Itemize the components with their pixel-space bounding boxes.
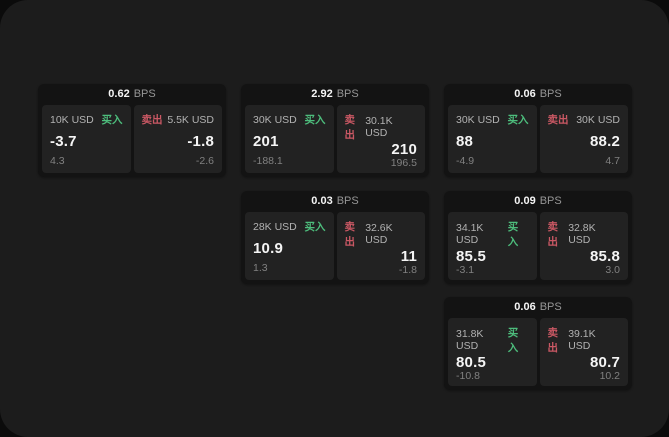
sell-quote-tile[interactable]: 卖出 39.1K USD 80.7 10.2 bbox=[539, 318, 628, 386]
quote-card: 0.03 BPS 28K USD 买入 10.9 1.3 卖出 32.6K US… bbox=[241, 191, 429, 284]
buy-side-badge: 买入 bbox=[304, 221, 326, 233]
spread-value: 0.03 bbox=[311, 195, 333, 207]
spread-unit: BPS bbox=[539, 195, 562, 207]
spread-unit: BPS bbox=[336, 88, 359, 100]
card-header: 0.06 BPS bbox=[448, 84, 628, 105]
buy-quote-tile[interactable]: 30K USD 买入 201 -188.1 bbox=[245, 105, 334, 173]
card-header: 0.03 BPS bbox=[245, 191, 425, 212]
spread-value: 0.62 bbox=[108, 88, 130, 100]
card-header: 0.62 BPS bbox=[42, 84, 222, 105]
spread-value: 0.06 bbox=[514, 88, 536, 100]
buy-quote-tile[interactable]: 31.8K USD 买入 80.5 -10.8 bbox=[448, 318, 537, 386]
sell-change: 10.2 bbox=[599, 370, 620, 382]
sell-side-badge: 卖出 bbox=[547, 327, 559, 354]
sell-amount: 5.5K USD bbox=[167, 113, 214, 126]
buy-price: 10.9 bbox=[253, 239, 283, 257]
buy-change: 1.3 bbox=[253, 262, 268, 274]
sell-quote-tile[interactable]: 卖出 5.5K USD -1.8 -2.6 bbox=[133, 105, 222, 173]
buy-quote-tile[interactable]: 10K USD 买入 -3.7 4.3 bbox=[42, 105, 131, 173]
buy-quote-tile[interactable]: 30K USD 买入 88 -4.9 bbox=[448, 105, 537, 173]
buy-amount: 28K USD bbox=[253, 220, 297, 233]
spread-unit: BPS bbox=[539, 88, 562, 100]
sell-change: 3.0 bbox=[605, 264, 620, 276]
buy-amount: 31.8K USD bbox=[456, 328, 484, 352]
buy-side-badge: 买入 bbox=[507, 221, 519, 248]
buy-quote-tile[interactable]: 34.1K USD 买入 85.5 -3.1 bbox=[448, 212, 537, 280]
buy-amount: 34.1K USD bbox=[456, 222, 484, 246]
quote-card: 0.62 BPS 10K USD 买入 -3.7 4.3 卖出 5.5K USD… bbox=[38, 84, 226, 177]
buy-amount: 10K USD bbox=[50, 113, 94, 126]
sell-side-badge: 卖出 bbox=[344, 114, 356, 141]
buy-change: -10.8 bbox=[456, 370, 480, 382]
sell-price: 85.8 bbox=[590, 248, 620, 265]
buy-change: -3.1 bbox=[456, 264, 475, 276]
spread-value: 0.09 bbox=[514, 195, 536, 207]
sell-price: 210 bbox=[391, 141, 417, 158]
sell-amount: 39.1K USD bbox=[568, 328, 596, 352]
spread-unit: BPS bbox=[133, 88, 156, 100]
sell-price: 11 bbox=[400, 248, 417, 265]
buy-price: 80.5 bbox=[456, 354, 486, 371]
sell-quote-tile[interactable]: 卖出 32.8K USD 85.8 3.0 bbox=[539, 212, 628, 280]
spread-value: 2.92 bbox=[311, 88, 333, 100]
buy-price: -3.7 bbox=[50, 132, 77, 150]
sell-side-badge: 卖出 bbox=[547, 221, 559, 248]
buy-change: -4.9 bbox=[456, 155, 475, 167]
sell-quote-tile[interactable]: 卖出 32.6K USD 11 -1.8 bbox=[336, 212, 425, 280]
buy-price: 201 bbox=[253, 132, 279, 150]
buy-price: 85.5 bbox=[456, 248, 486, 265]
sell-side-badge: 卖出 bbox=[344, 221, 356, 248]
sell-quote-tile[interactable]: 卖出 30K USD 88.2 4.7 bbox=[539, 105, 628, 173]
sell-change: 4.7 bbox=[605, 155, 620, 167]
buy-amount: 30K USD bbox=[456, 113, 500, 126]
sell-change: -1.8 bbox=[398, 264, 417, 276]
sell-quote-tile[interactable]: 卖出 30.1K USD 210 196.5 bbox=[336, 105, 425, 173]
quote-card: 0.06 BPS 30K USD 买入 88 -4.9 卖出 30K USD 8… bbox=[444, 84, 632, 177]
sell-price: -1.8 bbox=[187, 132, 214, 150]
sell-change: 196.5 bbox=[390, 157, 417, 169]
sell-side-badge: 卖出 bbox=[141, 114, 163, 126]
card-header: 2.92 BPS bbox=[245, 84, 425, 105]
buy-change: 4.3 bbox=[50, 155, 65, 167]
spread-unit: BPS bbox=[539, 301, 562, 313]
sell-side-badge: 卖出 bbox=[547, 114, 569, 126]
quote-card: 2.92 BPS 30K USD 买入 201 -188.1 卖出 30.1K … bbox=[241, 84, 429, 177]
sell-amount: 32.6K USD bbox=[365, 222, 393, 246]
sell-change: -2.6 bbox=[195, 155, 214, 167]
buy-quote-tile[interactable]: 28K USD 买入 10.9 1.3 bbox=[245, 212, 334, 280]
buy-side-badge: 买入 bbox=[507, 327, 519, 354]
buy-price: 88 bbox=[456, 132, 474, 150]
quote-card: 0.06 BPS 31.8K USD 买入 80.5 -10.8 卖出 39.1… bbox=[444, 297, 632, 390]
buy-side-badge: 买入 bbox=[507, 114, 529, 126]
sell-price: 88.2 bbox=[590, 132, 620, 150]
buy-side-badge: 买入 bbox=[101, 114, 123, 126]
card-header: 0.06 BPS bbox=[448, 297, 628, 318]
buy-amount: 30K USD bbox=[253, 113, 297, 126]
sell-amount: 32.8K USD bbox=[568, 222, 596, 246]
spread-value: 0.06 bbox=[514, 301, 536, 313]
sell-amount: 30.1K USD bbox=[365, 115, 393, 139]
card-header: 0.09 BPS bbox=[448, 191, 628, 212]
sell-amount: 30K USD bbox=[576, 113, 620, 126]
buy-change: -188.1 bbox=[253, 155, 283, 167]
quote-card: 0.09 BPS 34.1K USD 买入 85.5 -3.1 卖出 32.8K… bbox=[444, 191, 632, 284]
buy-side-badge: 买入 bbox=[304, 114, 326, 126]
spread-unit: BPS bbox=[336, 195, 359, 207]
sell-price: 80.7 bbox=[590, 354, 620, 371]
